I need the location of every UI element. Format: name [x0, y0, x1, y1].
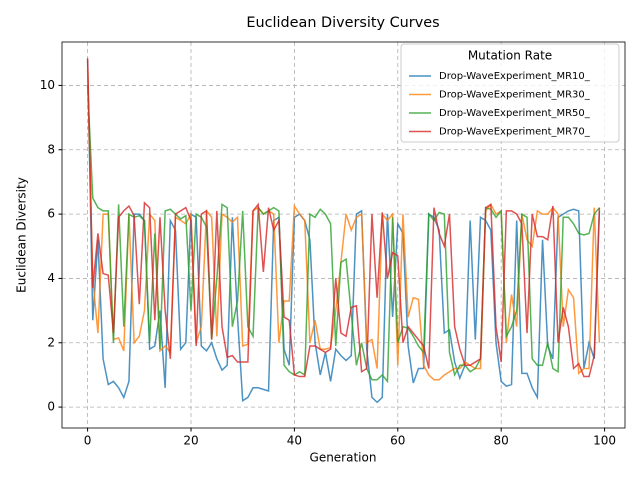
- legend-label: Drop-WaveExperiment_MR30_: [439, 90, 591, 101]
- series-line: [86, 59, 601, 404]
- x-tick-label: 0: [84, 434, 92, 448]
- y-tick-label: 4: [47, 271, 55, 285]
- legend-label: Drop-WaveExperiment_MR10_: [439, 71, 591, 82]
- y-tick-label: 0: [47, 400, 55, 414]
- x-axis-label: Generation: [310, 451, 377, 465]
- plot-frame: [61, 41, 626, 429]
- legend-title: Mutation Rate: [468, 49, 552, 63]
- legend-box: [400, 43, 620, 143]
- x-tick-label: 20: [183, 434, 198, 448]
- legend-label: Drop-WaveExperiment_MR70_: [439, 127, 591, 138]
- y-tick-label: 8: [47, 142, 55, 156]
- x-tick-label: 100: [593, 434, 616, 448]
- y-axis-label: Euclidean Diversity: [15, 177, 29, 293]
- y-tick-label: 6: [47, 207, 55, 221]
- series-line: [86, 85, 600, 384]
- chart-title: Euclidean Diversity Curves: [246, 15, 439, 31]
- x-tick-label: 60: [390, 434, 405, 448]
- legend-label: Drop-WaveExperiment_MR50_: [439, 108, 591, 119]
- x-tick-label: 80: [494, 434, 509, 448]
- series-line: [86, 58, 601, 378]
- x-tick-label: 40: [287, 434, 302, 448]
- y-tick-label: 10: [40, 78, 55, 92]
- y-tick-label: 2: [47, 335, 55, 349]
